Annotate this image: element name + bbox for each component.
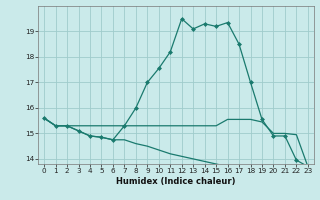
X-axis label: Humidex (Indice chaleur): Humidex (Indice chaleur) <box>116 177 236 186</box>
